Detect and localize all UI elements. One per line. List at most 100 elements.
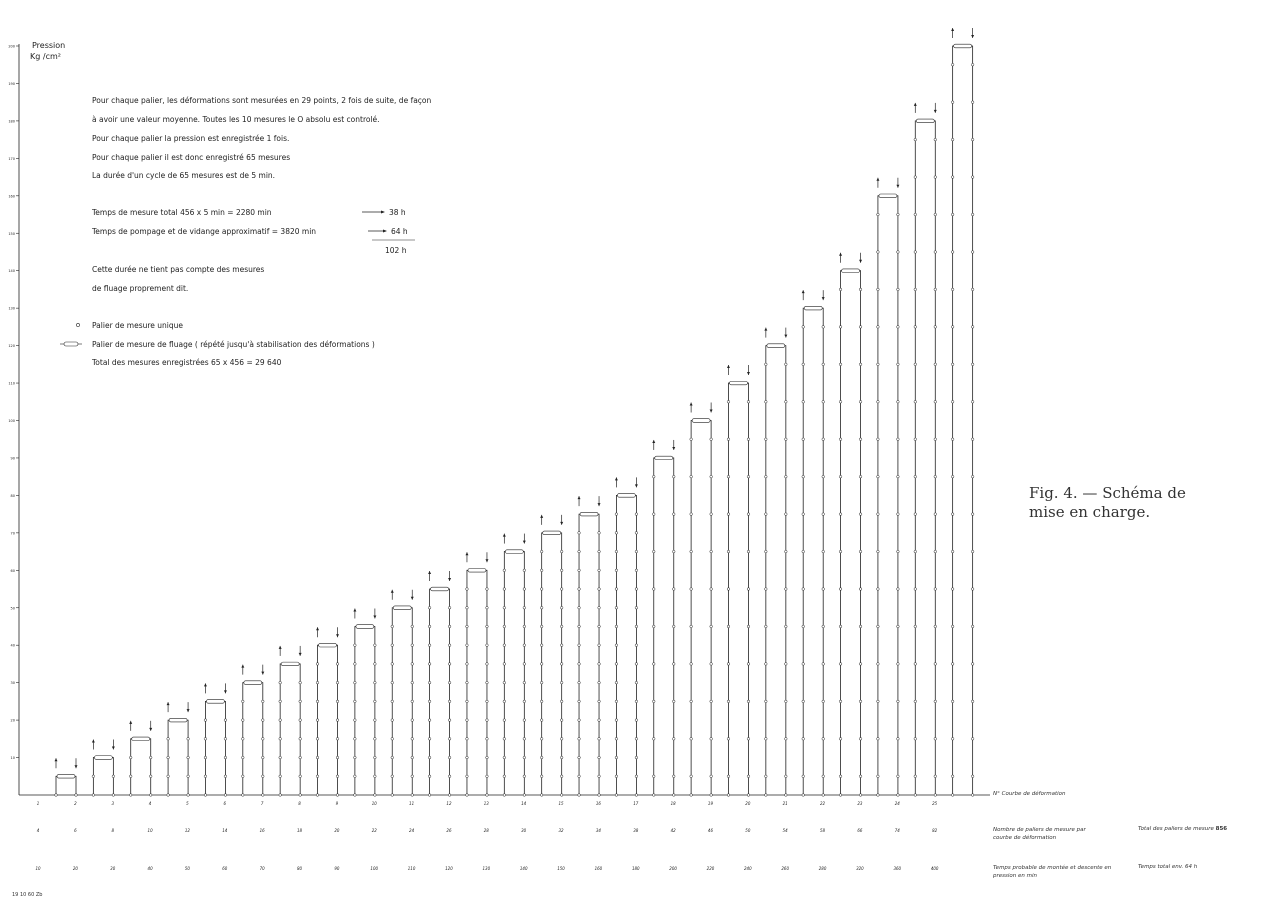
temps-minutes: 140 <box>520 866 528 871</box>
single-step <box>951 362 955 366</box>
curve-number: 16 <box>596 801 602 806</box>
curve-outline <box>55 775 77 795</box>
paliers-count: 14 <box>222 828 228 833</box>
arrow-up-head <box>241 664 245 668</box>
arrow-down-head <box>410 596 414 600</box>
single-step <box>933 400 937 404</box>
single-step <box>764 737 768 741</box>
single-step <box>689 550 693 554</box>
single-step <box>428 699 432 703</box>
single-step <box>634 681 638 685</box>
single-step <box>390 774 394 778</box>
single-step <box>821 737 825 741</box>
single-step <box>971 774 975 778</box>
single-step <box>652 475 656 479</box>
creep-plateau <box>691 418 711 423</box>
single-step <box>560 550 564 554</box>
legend-creep-glyph <box>63 341 79 347</box>
y-ticks: 10 20 30 40 50 60 70 80 90 100 110 120 130 140 150 160 1… <box>8 45 19 760</box>
creep-plateau <box>915 118 935 123</box>
legend-marks <box>60 210 415 347</box>
single-step <box>971 362 975 366</box>
single-step <box>428 737 432 741</box>
single-step <box>448 774 452 778</box>
arrow-up-head <box>54 758 58 762</box>
creep-plateau <box>430 586 449 592</box>
single-step <box>373 737 377 741</box>
single-step <box>876 475 880 479</box>
single-step <box>522 756 526 760</box>
single-step <box>502 587 506 591</box>
single-step <box>859 737 863 741</box>
single-step <box>560 568 564 572</box>
note-line-5: La durée d'un cycle de 65 mesures est de… <box>92 171 276 180</box>
creep-plateau <box>505 549 524 554</box>
single-step <box>672 512 676 516</box>
creep-plateau <box>355 624 375 629</box>
single-step <box>298 774 302 778</box>
single-step <box>577 737 581 741</box>
arrow-down-head <box>896 184 900 188</box>
single-step <box>746 550 751 554</box>
arrow-up-head <box>726 365 730 369</box>
single-step <box>709 737 713 741</box>
single-step <box>390 662 394 666</box>
caption-line-2: mise en charge. <box>1029 503 1151 521</box>
arrow-up-head <box>652 439 656 443</box>
arrow-down-head <box>634 484 638 488</box>
single-step <box>933 512 937 516</box>
single-step <box>634 643 638 647</box>
paliers-count: 18 <box>297 828 303 833</box>
zero-step <box>91 793 95 797</box>
single-step <box>784 774 788 778</box>
single-step <box>933 362 937 366</box>
creep-plateau <box>280 661 300 667</box>
curve-number: 20 <box>745 801 751 806</box>
single-step <box>951 400 955 404</box>
single-step <box>933 475 937 479</box>
single-step <box>913 550 917 554</box>
paliers-count: 4 <box>37 828 40 833</box>
creep-plateau <box>94 755 113 760</box>
zero-step <box>896 793 900 797</box>
single-step <box>784 550 788 554</box>
single-step <box>373 756 377 760</box>
single-step <box>353 643 357 647</box>
load-curve-12 <box>465 552 489 797</box>
single-step <box>839 699 843 703</box>
single-step <box>709 587 713 591</box>
single-step <box>540 568 544 572</box>
zero-step <box>428 793 432 797</box>
load-curve-19 <box>726 365 751 797</box>
load-curve-10 <box>390 589 414 797</box>
single-step <box>876 287 880 291</box>
single-step <box>428 774 432 778</box>
single-step <box>726 774 731 778</box>
single-step <box>672 475 676 479</box>
single-step <box>689 587 693 591</box>
single-step <box>971 475 975 479</box>
curve-number: 17 <box>633 801 639 806</box>
paliers-count: 12 <box>185 828 191 833</box>
single-step <box>560 624 564 629</box>
single-step <box>315 699 320 703</box>
single-step <box>428 643 432 647</box>
single-step <box>971 63 975 67</box>
note-line-6: Temps de mesure total 456 x 5 min = 2280… <box>92 208 272 217</box>
single-step <box>373 718 377 722</box>
y-tick-label: 20 <box>11 719 15 723</box>
single-step <box>614 568 618 572</box>
single-step <box>726 437 731 441</box>
zero-step <box>784 793 788 797</box>
curve-outline <box>653 457 675 795</box>
single-step <box>913 699 917 703</box>
single-step <box>652 587 656 591</box>
arrow-down-head <box>821 297 825 301</box>
single-step <box>746 699 751 703</box>
single-step <box>801 624 805 629</box>
zero-step <box>634 793 638 797</box>
row-label-curve: N° Courbe de déformation <box>993 791 1066 797</box>
single-step <box>913 175 917 179</box>
zero-step <box>746 793 751 797</box>
note-line-2: à avoir une valeur moyenne. Toutes les 1… <box>92 115 380 124</box>
